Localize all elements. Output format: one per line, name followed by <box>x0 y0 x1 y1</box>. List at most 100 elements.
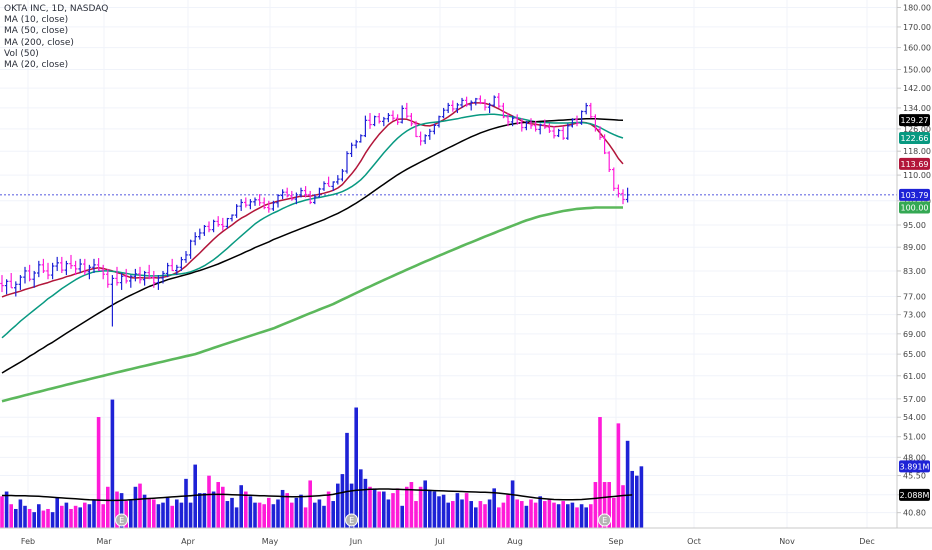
ohlc-bar <box>584 102 588 115</box>
ohlc-bar <box>506 113 510 127</box>
time-axis[interactable]: Feb Mar Apr May Jun Jul Aug Sep Oct Nov Dec <box>21 537 875 546</box>
volume-bar <box>405 486 409 528</box>
volume-bar <box>225 501 230 528</box>
volume-bar <box>570 502 575 528</box>
ohlc-bar <box>124 268 128 284</box>
earnings-marker[interactable] <box>345 513 359 527</box>
indicator-ma10-label[interactable]: MA (10, close) <box>4 15 69 26</box>
ohlc-bar <box>142 270 147 286</box>
ohlc-bar <box>432 123 437 135</box>
volume-bar <box>262 504 266 528</box>
ohlc-bar <box>464 96 469 107</box>
volume-bar <box>317 499 322 528</box>
chart-legend: OKTA INC, 1D, NASDAQ MA (10, close) MA (… <box>4 4 108 71</box>
price-tick-label: 65.00 <box>903 350 926 359</box>
volume-bar <box>299 494 303 528</box>
ohlc-bar <box>14 281 18 297</box>
ohlc-bar <box>211 219 216 233</box>
volume-bar <box>110 399 115 528</box>
ohlc-bar <box>32 270 36 288</box>
ohlc-bar <box>391 110 395 121</box>
ohlc-bar <box>497 93 501 108</box>
ohlc-bar <box>225 217 230 229</box>
earnings-marker[interactable] <box>115 513 129 527</box>
ohlc-bar <box>533 120 538 132</box>
indicator-ma50-label[interactable]: MA (50, close) <box>4 26 69 37</box>
price-badge: 122.66 <box>899 132 930 145</box>
ohlc-bar <box>460 97 464 108</box>
volume-bar <box>451 501 455 528</box>
ohlc-bar <box>303 186 308 198</box>
price-badge: 129.27 <box>899 114 930 127</box>
volume-bar <box>621 485 625 528</box>
ohlc-bar <box>46 262 50 280</box>
ohlc-bar <box>524 120 529 131</box>
ohlc-bar <box>230 214 234 222</box>
price-tick-label: 45.50 <box>903 472 926 481</box>
ohlc-bar <box>198 228 202 240</box>
volume-bar <box>359 469 363 528</box>
svg-text:129.27: 129.27 <box>901 116 929 125</box>
earnings-marker[interactable] <box>598 513 612 527</box>
indicator-vol-label[interactable]: Vol (50) <box>4 48 39 59</box>
volume-bar <box>119 493 124 528</box>
volume-bar <box>73 505 78 528</box>
volume-bar <box>556 504 561 528</box>
indicator-ma20-label[interactable]: MA (20, close) <box>4 60 69 71</box>
ohlc-bar <box>400 105 404 124</box>
ohlc-bar <box>50 262 55 280</box>
ohlc-bar <box>520 118 524 132</box>
price-tick-label: 102.00 <box>903 197 931 206</box>
price-tick-label: 48.00 <box>903 453 926 462</box>
volume-bar <box>497 507 501 528</box>
volume-bar <box>492 488 496 528</box>
volume-bar <box>552 502 556 528</box>
volume-bar <box>253 502 257 528</box>
volume-bar <box>589 504 593 528</box>
volume-bar <box>579 504 584 528</box>
ohlc-bar <box>593 114 598 132</box>
volume-bar <box>529 499 533 528</box>
volume-bar <box>133 486 138 528</box>
volume-bar <box>4 491 9 528</box>
ohlc-bar <box>110 275 115 327</box>
volume-bar <box>92 499 96 528</box>
ohlc-bar <box>60 256 64 274</box>
vol-50-line <box>2 488 633 502</box>
ohlc-bar <box>0 275 4 293</box>
volume-bar <box>202 493 207 528</box>
ohlc-bar <box>175 264 179 276</box>
chart-title[interactable]: OKTA INC, 1D, NASDAQ <box>4 4 109 14</box>
volume-bar <box>147 497 151 528</box>
volume-bar <box>156 504 161 528</box>
volume-bar <box>469 501 473 528</box>
volume-bar <box>423 480 427 528</box>
price-axis[interactable]: 180.00 170.00 160.00 150.00 142.00 134.00 126.… <box>897 3 931 518</box>
volume-bar <box>129 499 133 528</box>
ohlc-bar <box>543 119 547 129</box>
volume-bar <box>487 499 492 528</box>
volume-bar <box>285 493 289 528</box>
price-tick-label: 180.00 <box>903 3 931 12</box>
volume-bar <box>179 502 184 528</box>
price-tick-label: 40.80 <box>903 509 926 518</box>
ohlc-bar <box>156 275 161 290</box>
ohlc-bar <box>579 110 584 125</box>
ohlc-bar <box>188 239 193 259</box>
time-tick-label: Nov <box>779 537 795 546</box>
price-tick-label: 89.00 <box>903 243 926 252</box>
ohlc-bar <box>280 189 285 200</box>
volume-bar <box>165 497 170 528</box>
ohlc-bar <box>23 266 27 284</box>
ohlc-bar <box>64 260 69 276</box>
ohlc-bar <box>119 273 124 290</box>
svg-text:122.66: 122.66 <box>901 134 929 143</box>
volume-bar <box>9 504 13 528</box>
indicator-ma200-label[interactable]: MA (200, close) <box>4 37 74 48</box>
ohlc-bar <box>612 167 616 191</box>
ohlc-bar <box>395 114 400 125</box>
volume-bar <box>230 497 234 528</box>
price-badge: 113.69 <box>899 157 930 170</box>
